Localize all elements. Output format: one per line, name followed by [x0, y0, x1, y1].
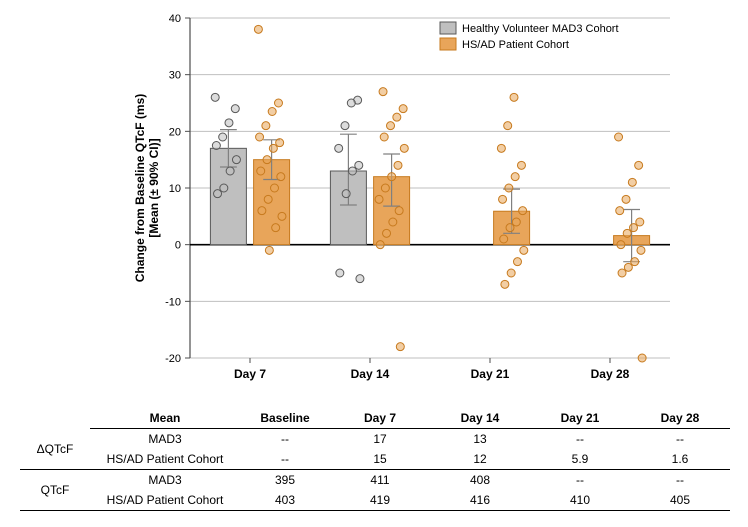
table-row: QTcFMAD3395411408---- — [20, 470, 730, 491]
table-row: HS/AD Patient Cohort403419416410405 — [20, 490, 730, 511]
svg-text:30: 30 — [169, 70, 181, 82]
col-mean: Mean — [90, 408, 240, 429]
table-cell: -- — [530, 429, 630, 450]
row-group-label: QTcF — [20, 470, 90, 511]
cohort-label: MAD3 — [90, 429, 240, 450]
table-row: ΔQTcFMAD3--1713---- — [20, 429, 730, 450]
table-cell: -- — [240, 449, 330, 470]
svg-text:-10: -10 — [165, 296, 181, 308]
svg-text:40: 40 — [169, 13, 181, 25]
svg-text:Day 21: Day 21 — [471, 367, 510, 381]
svg-text:Healthy Volunteer MAD3 Cohort: Healthy Volunteer MAD3 Cohort — [462, 23, 619, 35]
svg-text:-20: -20 — [165, 353, 181, 365]
svg-text:20: 20 — [169, 126, 181, 138]
cohort-label: HS/AD Patient Cohort — [90, 490, 240, 511]
col-baseline: Baseline — [240, 408, 330, 429]
table-cell: 403 — [240, 490, 330, 511]
col-day14: Day 14 — [430, 408, 530, 429]
cohort-label: MAD3 — [90, 470, 240, 491]
table-cell: 5.9 — [530, 449, 630, 470]
qtcf-chart: -20 -10 0 10 20 30 40 Change from Baseline QTcF… — [130, 8, 690, 398]
svg-text:HS/AD Patient Cohort: HS/AD Patient Cohort — [462, 39, 569, 51]
col-day7: Day 7 — [330, 408, 430, 429]
table-cell: 13 — [430, 429, 530, 450]
table-cell: -- — [630, 470, 730, 491]
table-cell: 405 — [630, 490, 730, 511]
table-cell: 419 — [330, 490, 430, 511]
table-header-row: Mean Baseline Day 7 Day 14 Day 21 Day 28 — [20, 408, 730, 429]
table-cell: 408 — [430, 470, 530, 491]
cohort-label: HS/AD Patient Cohort — [90, 449, 240, 470]
row-group-label: ΔQTcF — [20, 429, 90, 470]
svg-text:Day 28: Day 28 — [591, 367, 630, 381]
col-day21: Day 21 — [530, 408, 630, 429]
table-cell: 410 — [530, 490, 630, 511]
table-cell: 411 — [330, 470, 430, 491]
col-day28: Day 28 — [630, 408, 730, 429]
table-cell: 15 — [330, 449, 430, 470]
table-cell: 1.6 — [630, 449, 730, 470]
table-cell: 416 — [430, 490, 530, 511]
svg-text:Day 7: Day 7 — [234, 367, 266, 381]
table-cell: -- — [530, 470, 630, 491]
svg-text:Day 14: Day 14 — [351, 367, 390, 381]
summary-table: Mean Baseline Day 7 Day 14 Day 21 Day 28… — [20, 408, 730, 511]
table-cell: 395 — [240, 470, 330, 491]
table-cell: 17 — [330, 429, 430, 450]
table-cell: 12 — [430, 449, 530, 470]
svg-text:10: 10 — [169, 183, 181, 195]
table-cell: -- — [240, 429, 330, 450]
table-row: HS/AD Patient Cohort--15125.91.6 — [20, 449, 730, 470]
svg-text:Change from Baseline QTcF (ms): Change from Baseline QTcF (ms)[Mean (± 9… — [133, 94, 161, 282]
table-cell: -- — [630, 429, 730, 450]
svg-text:0: 0 — [175, 240, 181, 252]
